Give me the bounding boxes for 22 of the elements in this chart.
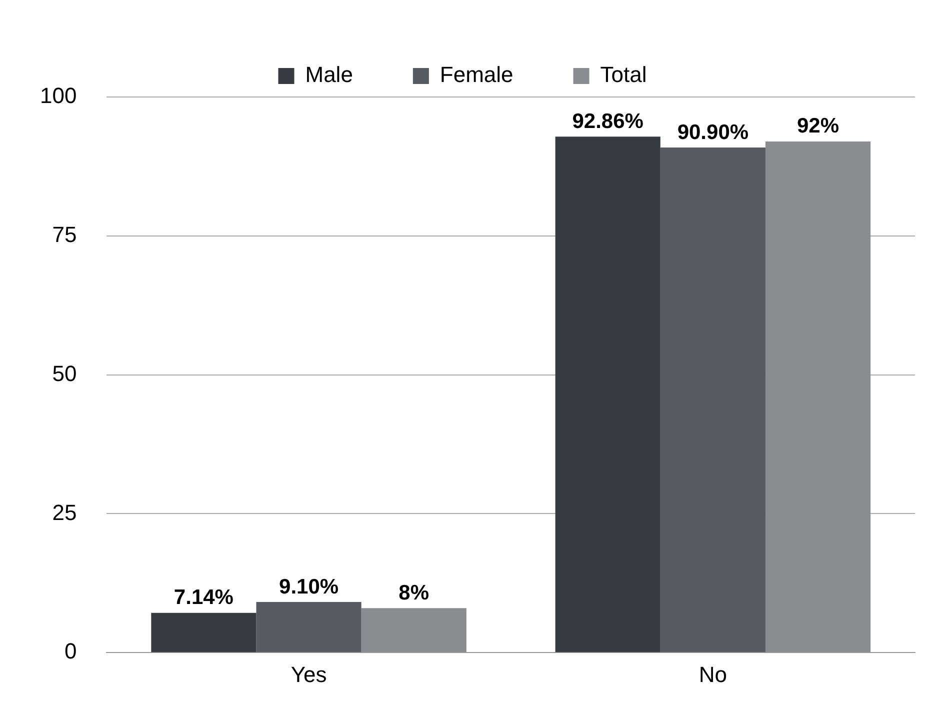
data-label: 92.86% <box>572 110 644 133</box>
legend-label: Male <box>305 62 353 88</box>
data-label: 9.10% <box>279 575 339 598</box>
y-tick-label: 50 <box>52 360 77 386</box>
bar <box>765 141 871 652</box>
data-label: 90.90% <box>677 120 749 144</box>
y-tick-label: 25 <box>52 500 77 525</box>
bar <box>151 612 256 652</box>
y-tick-label: 100 <box>40 83 77 108</box>
legend-label: Female <box>440 62 514 88</box>
legend-label: Total <box>600 62 647 88</box>
data-label: 7.14% <box>174 586 234 610</box>
bar <box>660 148 766 652</box>
bar <box>256 602 362 652</box>
data-label: 8% <box>398 581 430 604</box>
bar <box>361 608 466 652</box>
data-label: 92% <box>796 114 840 138</box>
y-tick-label: 75 <box>52 222 77 247</box>
x-tick-label: Yes <box>290 662 327 687</box>
x-tick-label: No <box>698 662 727 687</box>
bar <box>555 136 660 652</box>
y-tick-label: 0 <box>64 638 77 664</box>
